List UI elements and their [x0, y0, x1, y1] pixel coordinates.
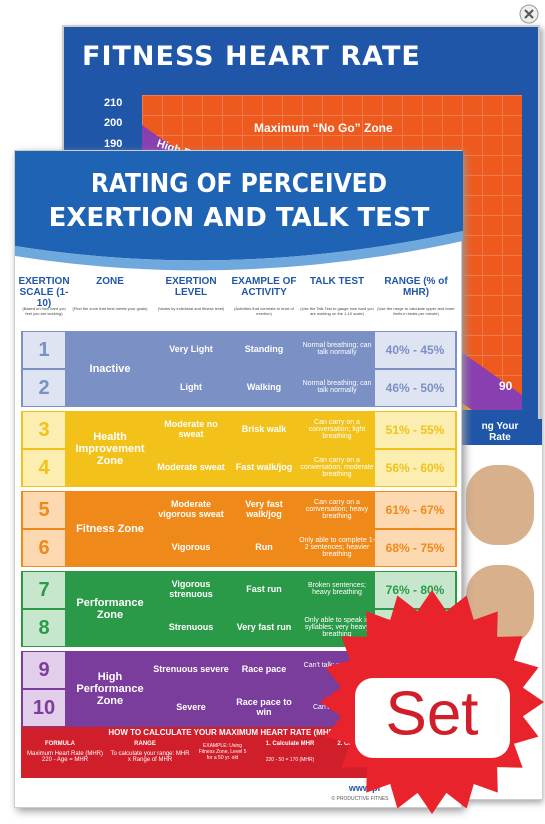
title-line: RATING OF PERCEIVED [90, 169, 388, 199]
activity: Very fast walk/jog [245, 499, 283, 519]
scale-cell: 3 [23, 412, 65, 448]
column-note: (Use the range to calculate upper and lo… [377, 306, 455, 316]
zone-name: Inactive [89, 363, 131, 375]
talk-test: Can carry on a conversation; light breat… [308, 418, 366, 440]
footer-text: 220 - 50 = 170 (MHR) [265, 757, 315, 763]
talk-test: Only able to complete 1-2 sentences; hea… [299, 536, 375, 558]
column-header: EXERTION SCALE (1-10) [18, 276, 70, 309]
scale-cell: 6 [23, 530, 65, 566]
talk-test: Normal breathing; can talk normally [302, 342, 372, 356]
level: Vigorous [171, 542, 211, 552]
footer-text: 1. Calculate MHR [265, 741, 315, 747]
level: Very Light [169, 344, 213, 354]
range: 40% - 45% [375, 332, 455, 368]
talk-test: Can carry on a conversation; moderate br… [300, 456, 374, 478]
column-note: (Activities that correlate to level of e… [234, 306, 294, 316]
range: 46% - 50% [375, 370, 455, 406]
footer-text: FORMULA [45, 741, 75, 747]
level: Moderate no sweat [164, 419, 218, 439]
level: Strenuous [168, 622, 214, 632]
activity: Brisk walk [241, 424, 287, 434]
range: 61% - 67% [375, 492, 455, 528]
zone-name: Health Improvement Zone [75, 431, 145, 467]
axis-label: 200 [104, 117, 123, 129]
activity: Run [255, 542, 273, 552]
footer-text: 2. Calc [337, 741, 357, 747]
talk-test: Can carry on a conversation; heavy breat… [305, 498, 369, 520]
zone-name: Performance Zone [76, 597, 144, 621]
scale-cell: 2 [23, 370, 65, 406]
column-header: TALK TEST [309, 276, 365, 287]
title-line: EXERTION AND TALK TEST [48, 203, 430, 233]
level: Light [180, 382, 202, 392]
range: 68% - 75% [375, 530, 455, 566]
close-button[interactable] [518, 3, 540, 25]
range: 51% - 55% [375, 412, 455, 448]
level: Strenuous severe [153, 664, 229, 674]
level: Moderate vigorous sweat [158, 499, 224, 519]
level: Vigorous strenuous [169, 579, 213, 599]
footer-text: EXAMPLE: Using Fitness Zone, Level 5 for… [198, 743, 247, 761]
column-note: (Use the Talk Test to gauge how hard you… [300, 306, 374, 316]
photo [466, 465, 534, 545]
badge-box [355, 678, 510, 758]
zone-name: High Performance Zone [76, 671, 144, 707]
footer-text: © PRODUCTIVE FITNES [331, 796, 389, 802]
activity: Fast walk/jog [235, 462, 293, 472]
side-heading: Rate [489, 432, 511, 443]
talk-test: Broken sentences; heavy breathing [308, 582, 366, 596]
badge-text: Set [385, 679, 478, 748]
activity: Race pace [241, 664, 287, 674]
scale-cell: 9 [23, 652, 65, 688]
talk-test: Normal breathing; can talk normally [302, 380, 372, 394]
scale-cell: 10 [23, 690, 65, 726]
footer-text: RANGE [134, 741, 156, 747]
range: 76% - 80% [375, 572, 455, 608]
column-note: (Find the zone that best meets your goal… [72, 306, 148, 311]
level: Severe [176, 702, 206, 712]
title-banner [15, 151, 463, 271]
scale-cell: 7 [23, 572, 65, 608]
footer-text: Maximum Heart Rate (MHR) 220 - Age = MHR [26, 751, 103, 763]
column-header: ZONE [96, 276, 124, 287]
activity: Fast run [246, 584, 282, 594]
zone-name: Fitness Zone [76, 523, 144, 535]
scale-cell: 5 [23, 492, 65, 528]
column-header: EXAMPLE OF ACTIVITY [231, 276, 297, 298]
axis-label: 210 [104, 97, 123, 109]
zone-label: Maximum “No Go” Zone [254, 121, 393, 135]
axis-label: 90 [499, 379, 513, 393]
activity: Walking [246, 382, 282, 392]
badge: Set [320, 590, 544, 814]
back-title: FITNESS HEART RATE [82, 41, 421, 72]
scale-cell: 8 [23, 610, 65, 646]
scale-cell: 1 [23, 332, 65, 368]
axis-label: 190 [104, 138, 123, 150]
column-note: (Varies by individual and fitness level) [157, 306, 225, 311]
activity: Race pace to win [236, 697, 292, 717]
column-note: (Based on how hard you feel you are work… [22, 306, 66, 316]
footer-text: www.pr [348, 783, 382, 793]
range: 56% - 60% [375, 450, 455, 486]
side-heading: ng Your [481, 421, 519, 432]
activity: Standing [244, 344, 284, 354]
level: Moderate sweat [157, 462, 225, 472]
activity: Very fast run [236, 622, 292, 632]
talk-test: Only able to speak in syllables; very he… [304, 616, 370, 638]
footer-heading: HOW TO CALCULATE YOUR MAXIMUM HEART RATE… [108, 728, 370, 737]
column-header: RANGE (% of MHR) [384, 276, 448, 298]
scale-cell: 4 [23, 450, 65, 486]
column-header: EXERTION LEVEL [165, 276, 217, 298]
footer-text: To calculate your range: MHR x Range of … [110, 751, 190, 763]
